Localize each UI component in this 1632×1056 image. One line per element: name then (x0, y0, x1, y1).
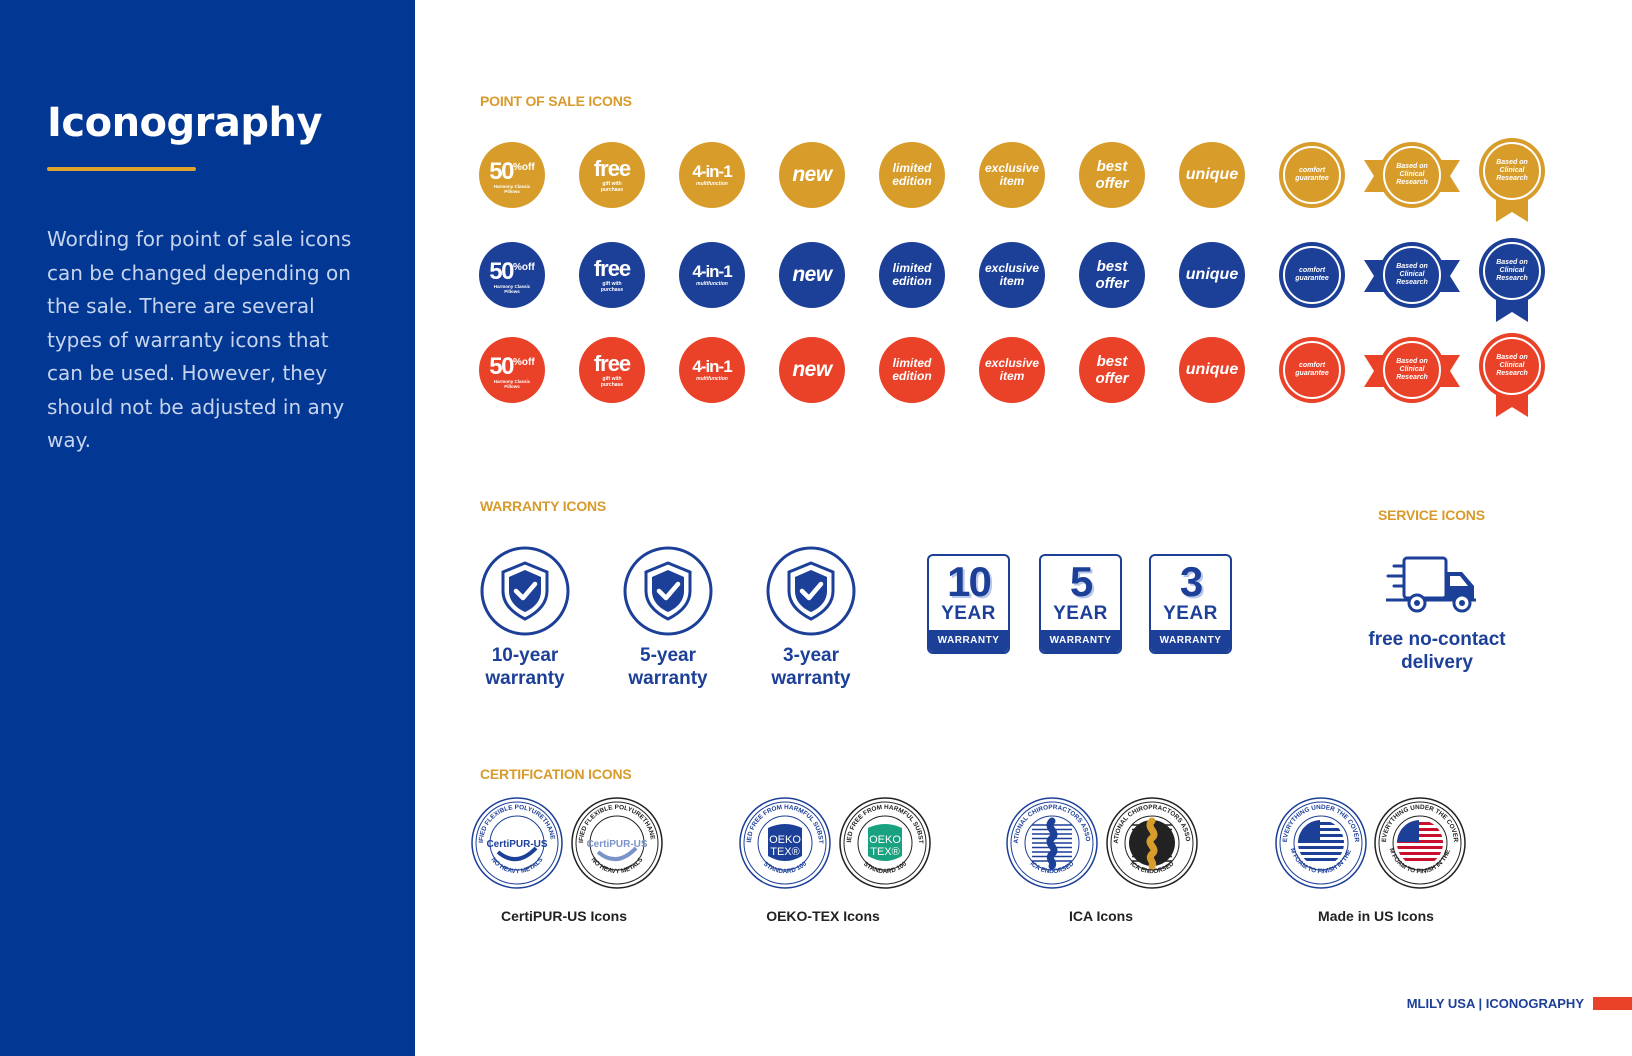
badge-clinical-research: Based on Clinical Research (1479, 238, 1545, 304)
warranty-heading: WARRANTY ICONS (480, 498, 607, 514)
title-underline (47, 167, 196, 171)
badge-unique: unique (1179, 142, 1245, 208)
footer-accent-bar (1593, 997, 1632, 1010)
certification-heading: CERTIFICATION ICONS (480, 766, 632, 782)
cert-caption: OEKO-TEX Icons (766, 908, 880, 924)
badge-exclusive-item: exclusive item (979, 242, 1045, 308)
sidebar-description: Wording for point of sale icons can be c… (47, 227, 352, 452)
badge-clinical-research: Based on Clinical Research (1379, 142, 1445, 208)
cert-caption: CertiPUR-US Icons (500, 908, 628, 924)
badge-comfort-guarantee: comfort guarantee (1279, 337, 1345, 403)
badge-unique: unique (1179, 337, 1245, 403)
badge-best-offer: best offer (1079, 242, 1145, 308)
badge-limited-edition: limited edition (879, 142, 945, 208)
pos-icon-row: 50%off Harmony Classic Pillows free gift wi… (479, 138, 1549, 222)
shield-check-icon (766, 546, 856, 636)
badge-clinical-research: Based on Clinical Research (1479, 333, 1545, 399)
certification-seal: CERTIFIED FLEXIBLE POLYURETHANE FOAMNO H… (570, 796, 663, 889)
badge-clinical-research-rosette: Based on Clinical Research (1479, 238, 1545, 322)
badge-best-offer: best offer (1079, 337, 1145, 403)
shield-check-icon (623, 546, 713, 636)
cert-badge-text: CertiPUR-US (586, 839, 647, 850)
cert-badge-text: CertiPUR-US (486, 839, 547, 850)
badge-limited-edition: limited edition (879, 242, 945, 308)
cert-caption: Made in US Icons (1318, 908, 1434, 924)
pos-icon-row: 50%off Harmony Classic Pillows free gift wi… (479, 238, 1549, 322)
warranty-label: 10-year warranty (485, 645, 565, 689)
warranty-box: 5 YEAR WARRANTY (1039, 554, 1122, 654)
badge-new: new (779, 142, 845, 208)
page-footer: MLILY USA | ICONOGRAPHY (1406, 996, 1584, 1011)
certification-seal: INTERNATIONAL CHIROPRACTORS ASSOCIATIONI… (1005, 796, 1098, 889)
certification-seal: CERTIFIED FREE FROM HARMFUL SUBSTANCESST… (738, 796, 831, 889)
pos-icon-row: 50%off Harmony Classic Pillows free gift wi… (479, 333, 1549, 417)
warranty-box: 10 YEAR WARRANTY (927, 554, 1010, 654)
badge-clinical-research-rosette: Based on Clinical Research (1479, 333, 1545, 417)
badge-exclusive-item: exclusive item (979, 142, 1045, 208)
badge-free: free gift with purchase (579, 337, 645, 403)
badge-comfort-guarantee: comfort guarantee (1279, 242, 1345, 308)
cert-badge-text: TEX® (870, 846, 900, 858)
badge-free: free gift with purchase (579, 242, 645, 308)
cert-badge-text: TEX® (770, 846, 800, 858)
badge-clinical-research: Based on Clinical Research (1379, 337, 1445, 403)
badge-best-offer: best offer (1079, 142, 1145, 208)
badge-4-in-1: 4-in-1 multifunction (679, 337, 745, 403)
cert-caption: ICA Icons (1068, 908, 1134, 924)
warranty-box: 3 YEAR WARRANTY (1149, 554, 1232, 654)
badge-comfort-guarantee: comfort guarantee (1279, 142, 1345, 208)
badge-50-off: 50%off Harmony Classic Pillows (479, 337, 545, 403)
badge-new: new (779, 242, 845, 308)
badge-50-off: 50%off Harmony Classic Pillows (479, 142, 545, 208)
service-heading: SERVICE ICONS (1378, 507, 1485, 523)
badge-unique: unique (1179, 242, 1245, 308)
badge-clinical-research-ribbon: Based on Clinical Research (1364, 142, 1460, 208)
badge-4-in-1: 4-in-1 multifunction (679, 242, 745, 308)
warranty-label: 3-year warranty (771, 645, 851, 689)
badge-exclusive-item: exclusive item (979, 337, 1045, 403)
badge-clinical-research-ribbon: Based on Clinical Research (1364, 337, 1460, 403)
badge-limited-edition: limited edition (879, 337, 945, 403)
certification-seal: EVERYTHING UNDER THE COVERFROM FOAM TO F… (1373, 796, 1466, 889)
sidebar: Iconography Wording for point of sale ic… (0, 0, 415, 1056)
service-label: free no-contact delivery (1368, 629, 1506, 673)
badge-clinical-research-rosette: Based on Clinical Research (1479, 138, 1545, 222)
shield-check-icon (480, 546, 570, 636)
certification-seal: CERTIFIED FLEXIBLE POLYURETHANE FOAMNO H… (470, 796, 563, 889)
cert-badge-text: OEKO (869, 834, 901, 846)
badge-clinical-research: Based on Clinical Research (1379, 242, 1445, 308)
certification-seal: CERTIFIED FREE FROM HARMFUL SUBSTANCESST… (838, 796, 931, 889)
cert-badge-text: OEKO (769, 834, 801, 846)
delivery-truck-icon (1386, 556, 1476, 613)
badge-4-in-1: 4-in-1 multifunction (679, 142, 745, 208)
warranty-label: 5-year warranty (628, 645, 708, 689)
badge-clinical-research: Based on Clinical Research (1479, 138, 1545, 204)
certification-seal: INTERNATIONAL CHIROPRACTORS ASSOCIATIONI… (1105, 796, 1198, 889)
badge-clinical-research-ribbon: Based on Clinical Research (1364, 242, 1460, 308)
badge-free: free gift with purchase (579, 142, 645, 208)
badge-50-off: 50%off Harmony Classic Pillows (479, 242, 545, 308)
badge-new: new (779, 337, 845, 403)
certification-seal: EVERYTHING UNDER THE COVERFROM FOAM TO F… (1274, 796, 1367, 889)
pos-heading: POINT OF SALE ICONS (480, 93, 632, 109)
page-title: Iconography (47, 100, 323, 146)
